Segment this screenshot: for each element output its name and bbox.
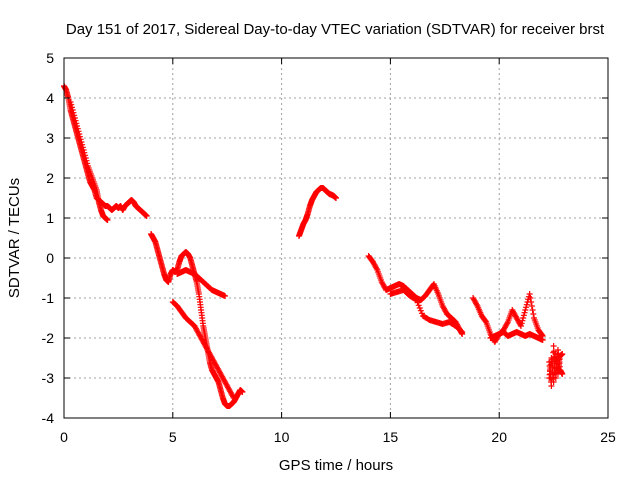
y-tick-label: 4 xyxy=(46,90,54,106)
data-point xyxy=(79,141,86,148)
data-point xyxy=(527,295,534,301)
data-point xyxy=(230,395,237,401)
y-tick-label: -4 xyxy=(42,410,55,426)
data-point xyxy=(518,320,525,327)
y-tick-label: 2 xyxy=(46,170,54,186)
data-point xyxy=(82,155,89,161)
grid xyxy=(64,58,608,418)
data-point xyxy=(77,136,84,143)
data-point xyxy=(68,104,75,111)
x-axis-label: GPS time / hours xyxy=(279,457,393,474)
data-point xyxy=(222,293,229,299)
data-point xyxy=(75,128,82,135)
data-point xyxy=(412,296,419,303)
data-point xyxy=(230,393,237,400)
x-tick-label: 5 xyxy=(169,429,177,445)
data-point xyxy=(79,144,86,151)
data-point xyxy=(530,311,537,317)
data-point xyxy=(70,109,77,116)
data-points xyxy=(61,83,566,409)
data-point xyxy=(333,195,339,201)
data-point xyxy=(239,389,246,395)
y-tick-label: -1 xyxy=(42,290,55,306)
data-point xyxy=(416,305,423,311)
data-point xyxy=(73,120,80,127)
y-tick-label: 3 xyxy=(46,130,54,146)
data-point xyxy=(523,301,530,308)
data-point xyxy=(143,213,150,219)
data-point xyxy=(414,299,421,306)
data-point xyxy=(71,115,78,121)
axis-ticks: 0 5 10 15 20 25 -4 -3 -2 -1 0 1 2 3 4 5 xyxy=(42,50,616,445)
data-point xyxy=(459,329,466,335)
data-point xyxy=(373,265,380,272)
data-point xyxy=(80,147,87,153)
data-point xyxy=(417,307,424,314)
data-point xyxy=(526,291,533,297)
data-point xyxy=(519,317,526,324)
data-point xyxy=(528,303,535,309)
data-point xyxy=(504,320,511,327)
data-point xyxy=(550,343,557,349)
data-point xyxy=(529,307,536,313)
data-point xyxy=(76,131,83,137)
data-point xyxy=(74,123,81,129)
x-tick-label: 10 xyxy=(274,429,290,445)
data-point xyxy=(76,133,83,140)
data-point xyxy=(559,351,566,357)
x-tick-label: 20 xyxy=(491,429,507,445)
data-point xyxy=(413,297,420,303)
x-tick-label: 25 xyxy=(600,429,616,445)
data-point xyxy=(520,315,527,321)
data-point xyxy=(69,107,76,113)
y-tick-label: 1 xyxy=(46,210,54,226)
data-point xyxy=(528,299,535,305)
data-point xyxy=(83,157,90,164)
y-tick-label: 0 xyxy=(46,250,54,266)
data-point xyxy=(84,160,91,167)
data-point xyxy=(520,312,527,319)
data-point xyxy=(458,328,465,334)
data-point xyxy=(548,383,555,389)
y-tick-label: -2 xyxy=(42,330,55,346)
data-point xyxy=(74,125,81,132)
data-point xyxy=(82,152,89,159)
data-point xyxy=(71,112,78,119)
data-point xyxy=(521,309,528,316)
y-tick-label: 5 xyxy=(46,50,54,66)
data-point xyxy=(104,217,111,223)
data-point xyxy=(67,99,74,105)
x-tick-label: 15 xyxy=(383,429,399,445)
data-point xyxy=(415,302,422,309)
data-point xyxy=(418,310,425,317)
x-tick-label: 0 xyxy=(60,429,68,445)
data-point xyxy=(523,304,530,311)
data-point xyxy=(72,117,79,124)
y-axis-label: SDTVAR / TECUs xyxy=(6,178,23,298)
data-point xyxy=(522,307,529,313)
data-point xyxy=(81,149,88,156)
data-point xyxy=(539,337,546,343)
plot-frame xyxy=(63,57,609,419)
data-point xyxy=(517,323,524,329)
data-point xyxy=(78,139,85,145)
y-tick-label: -3 xyxy=(42,370,55,386)
data-point xyxy=(68,101,75,108)
chart-title: Day 151 of 2017, Sidereal Day-to-day VTE… xyxy=(66,21,605,38)
